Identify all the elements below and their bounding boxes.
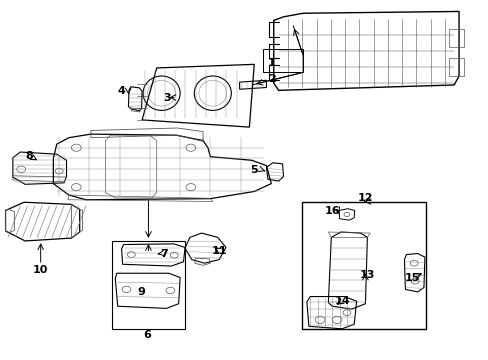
Text: 4: 4 [117,86,125,96]
Text: 15: 15 [404,273,420,283]
Text: 1: 1 [267,58,275,68]
Bar [302,202,426,329]
Bar [263,49,303,72]
Text: 9: 9 [137,287,145,297]
Text: 11: 11 [211,246,226,256]
Text: 13: 13 [360,270,375,280]
Text: 16: 16 [324,206,339,216]
Text: 7: 7 [160,248,167,258]
Text: 2: 2 [267,74,275,84]
Text: 12: 12 [357,193,372,203]
Text: 6: 6 [143,330,151,340]
Text: 5: 5 [250,165,258,175]
Text: 3: 3 [163,93,171,103]
Text: 10: 10 [33,265,48,275]
Bar [112,241,184,329]
Text: 14: 14 [333,296,349,306]
Text: 8: 8 [25,151,33,161]
